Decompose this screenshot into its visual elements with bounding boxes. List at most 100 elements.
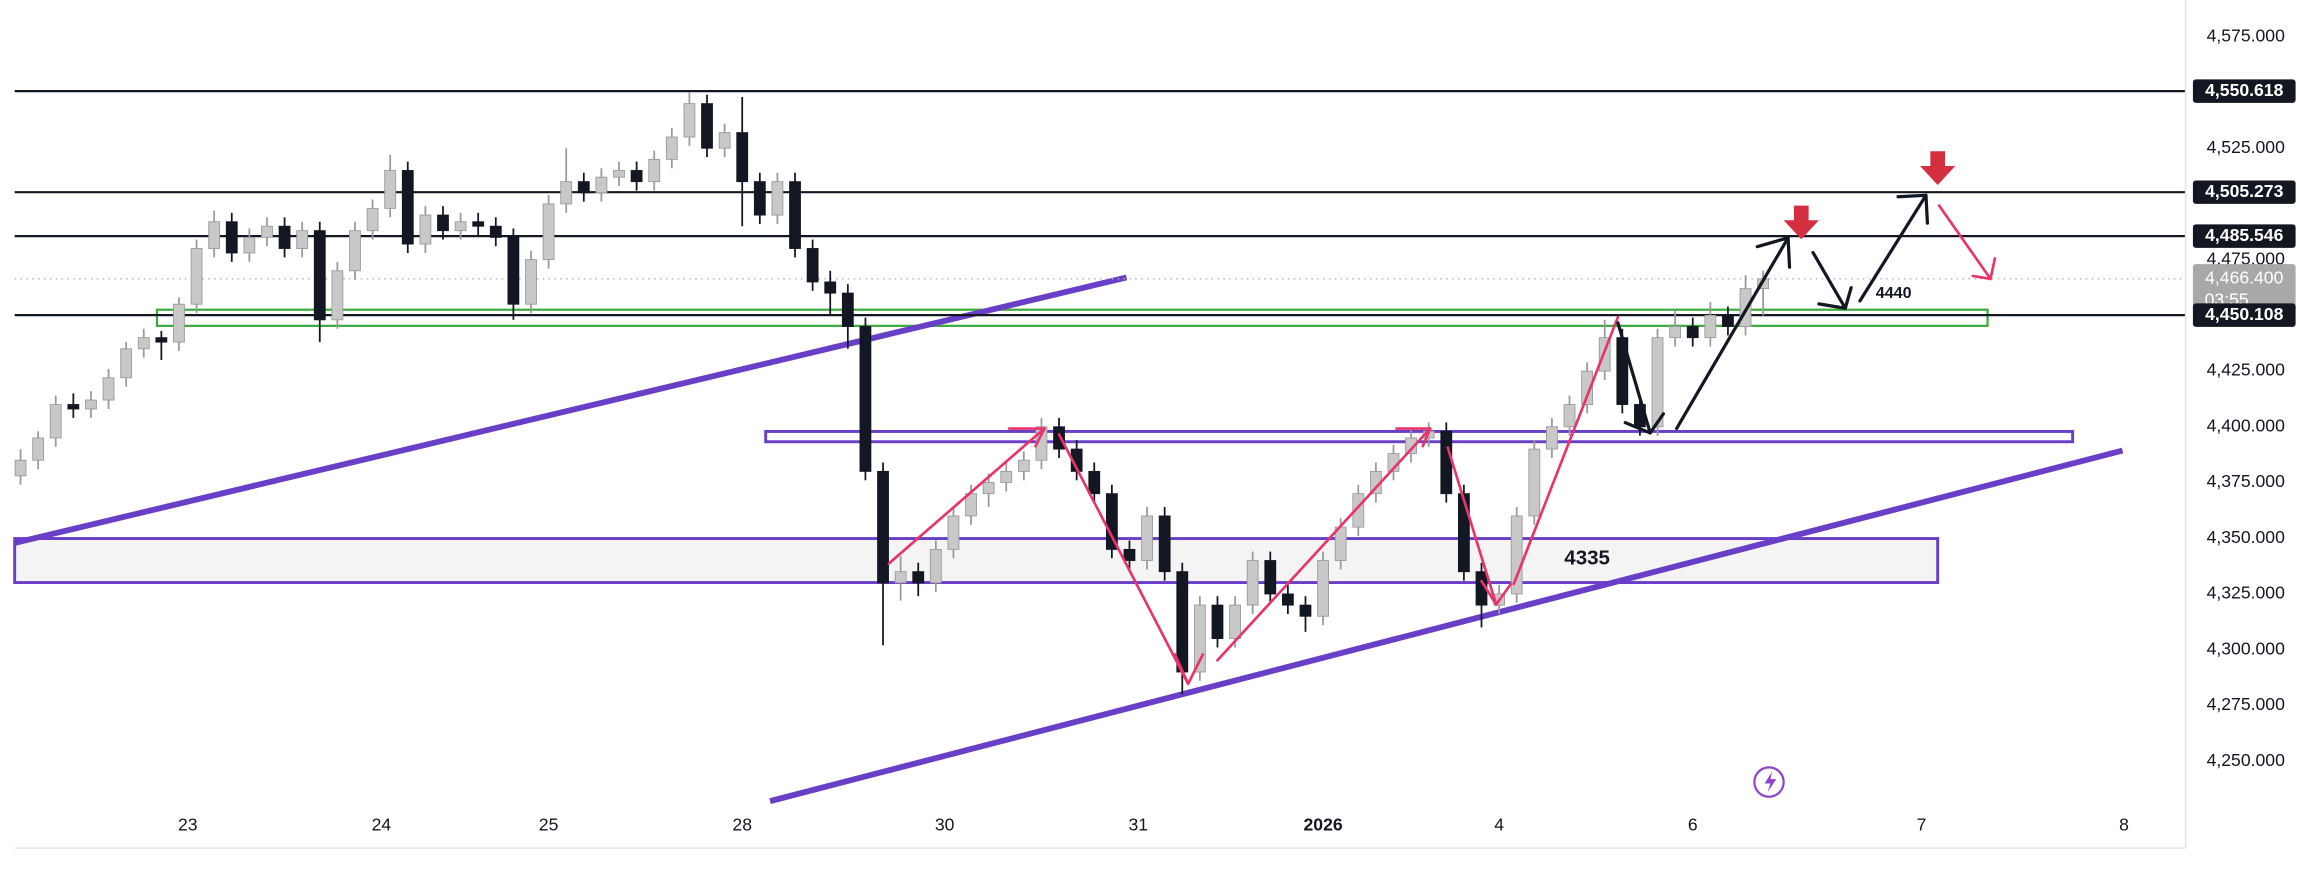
candle-body (489, 225, 502, 238)
levels (14, 90, 2186, 317)
pink-arrow (1446, 446, 1498, 606)
candle-body (49, 404, 62, 439)
candle-body (1211, 604, 1224, 639)
candle-body (824, 281, 837, 294)
pink-arrow-head (1480, 579, 1513, 606)
lightning-bolt (1764, 771, 1777, 793)
candle-body (261, 225, 273, 238)
candle-body (525, 259, 537, 305)
black-arrow-head (1896, 193, 1930, 225)
x-tick-label: 24 (372, 815, 392, 835)
axes: 4,575.000 4,525.000 4,475.000 4,425.000 4,40… (178, 25, 2296, 835)
x-tick-label: 30 (935, 815, 955, 835)
candle-body (1299, 604, 1312, 617)
candle-body (384, 170, 397, 209)
trendline (13, 274, 1128, 546)
current-price-label: 4,466.400 (2205, 267, 2283, 287)
candle-body (225, 221, 238, 254)
candle-body (1528, 448, 1541, 517)
zone-4335 (13, 537, 1940, 585)
candle-body (419, 214, 432, 245)
x-tick-label: 8 (2119, 815, 2129, 835)
candle-body (947, 515, 960, 550)
candle-body (912, 571, 925, 584)
x-tick-label: 7 (1917, 815, 1927, 835)
black-arrow (1674, 236, 1790, 431)
candle-body (718, 132, 731, 149)
y-tick-label: 4,250.000 (2207, 750, 2285, 770)
candle-body (1053, 426, 1065, 450)
zone-4450 (155, 308, 1989, 327)
red-down-arrow (1783, 205, 1819, 240)
candle-body (454, 221, 467, 232)
candle-body (613, 170, 625, 178)
candle-body (1264, 560, 1277, 595)
candle-body (1123, 548, 1136, 561)
pink-arrow (887, 427, 1046, 565)
x-tick-label: 6 (1688, 815, 1698, 835)
candle-body (208, 221, 221, 249)
candle-body (806, 248, 819, 283)
candle-body (877, 470, 889, 584)
level-label: 4,485.546 (2205, 225, 2283, 245)
candle-body (1510, 515, 1523, 595)
y-tick-label: 4,525.000 (2207, 137, 2285, 157)
drawings (13, 274, 2124, 804)
candle-body (1017, 459, 1030, 472)
y-tick-label: 4,300.000 (2207, 638, 2285, 658)
pink-arrow-head (1173, 653, 1205, 686)
candle-body (841, 292, 854, 327)
pink-arrow-head (1971, 257, 1997, 281)
candle-body (560, 181, 573, 205)
black-arrow-head (1623, 412, 1666, 435)
level-box (2192, 224, 2296, 248)
x-tick-label: 28 (732, 815, 752, 835)
candle-body (278, 225, 291, 249)
candle-body (437, 214, 449, 232)
pink-arrow (1937, 204, 1992, 281)
lightning-icon[interactable] (1753, 766, 1785, 798)
candle-body (1000, 470, 1013, 483)
candle-body (137, 337, 150, 350)
y-tick-label: 4,425.000 (2207, 360, 2285, 380)
candle-body (1546, 426, 1558, 450)
red-down-arrow (1920, 151, 1956, 186)
y-tick-label: 4,325.000 (2207, 583, 2285, 603)
candle-body (190, 248, 203, 305)
candle-body (507, 236, 520, 305)
candle-body (701, 103, 713, 149)
level-box (2192, 303, 2296, 327)
candle-body (1704, 314, 1717, 339)
candle-body (1563, 404, 1576, 428)
black-arrow-head (1755, 236, 1792, 269)
candle-body (665, 136, 678, 160)
candle-body (14, 459, 27, 477)
candle-body (1669, 326, 1682, 339)
candle-body (982, 482, 995, 495)
candle-body (683, 103, 696, 138)
y-tick-label: 4,400.000 (2207, 415, 2285, 435)
x-tick-label: 4 (1494, 815, 1504, 835)
candle-body (1352, 493, 1365, 528)
candle-body (577, 181, 590, 194)
level-label: 4,550.618 (2205, 80, 2283, 100)
level-label: 4,505.273 (2205, 181, 2283, 201)
candle-body (32, 437, 45, 461)
candle-body (173, 303, 185, 343)
candle-body (648, 158, 661, 183)
candle-body (331, 270, 344, 321)
candle-body (349, 230, 361, 272)
candle-body (753, 181, 766, 216)
candle-body (1317, 560, 1329, 617)
level-box (2192, 180, 2296, 204)
candle-body (1440, 430, 1453, 495)
x-tick-label: 31 (1128, 815, 1148, 835)
x-tick-label: 2026 (1304, 815, 1343, 835)
candle-body (1405, 437, 1417, 454)
y-tick-label: 4,475.000 (2207, 248, 2285, 268)
candle-body (366, 207, 379, 232)
candle-body (894, 571, 907, 584)
candle-body (1651, 337, 1664, 428)
black-arrow (1858, 193, 1928, 303)
